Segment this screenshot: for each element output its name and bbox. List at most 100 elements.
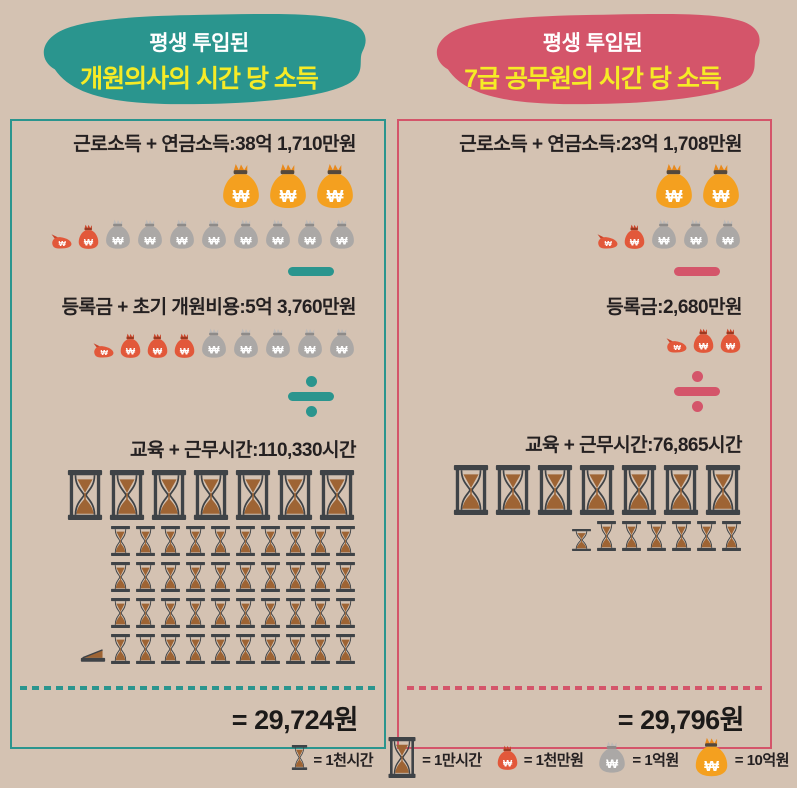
money-bag-red-icon: ₩ <box>120 333 141 358</box>
money-bag-gray-icon: ₩ <box>202 219 226 249</box>
hourglass-small-icon <box>261 561 280 592</box>
hourglass-row <box>12 597 384 628</box>
hourglass-flattened-icon <box>80 648 106 662</box>
legend-label: = 1억원 <box>632 752 679 769</box>
hourglass-row <box>12 561 384 592</box>
hourglass-small-icon <box>136 561 155 592</box>
svg-text:₩: ₩ <box>240 343 252 356</box>
svg-text:₩: ₩ <box>180 346 190 357</box>
cost-bags-row: ₩ ₩ ₩ ₩ ₩ ₩ ₩ ₩ ₩ <box>12 328 384 359</box>
hourglass-large-icon <box>67 469 103 520</box>
money-bag-gray-icon: ₩ <box>330 328 354 358</box>
money-bag-gray-icon: ₩ <box>138 219 162 249</box>
hourglass-large-icon <box>453 464 489 515</box>
hourglass-small-icon <box>111 597 130 628</box>
hourglass-large-icon <box>537 464 573 515</box>
hourglass-large-icon <box>621 464 657 515</box>
legend-item: ₩ = 10억원 <box>693 737 790 782</box>
legend: = 1천시간 = 1만시간 ₩ = 1천만원 ₩ = 1억원 ₩ = 10억원 <box>291 737 790 782</box>
hourglass-large-icon <box>193 469 229 520</box>
header-line1: 평생 투입된 <box>542 31 643 55</box>
minus-icon <box>288 266 334 276</box>
hourglass-small-icon <box>722 520 741 551</box>
hours-small-hourglass-rows <box>12 525 384 664</box>
divide-icon <box>288 375 334 417</box>
hourglass-small-icon <box>261 525 280 556</box>
hourglass-small-icon <box>622 520 641 551</box>
money-bag-red-icon: ₩ <box>624 224 645 249</box>
header-line1: 평생 투입된 <box>149 31 249 55</box>
svg-text:₩: ₩ <box>699 341 709 352</box>
legend-icon <box>291 745 308 774</box>
money-bag-orange-icon: ₩ <box>695 737 728 777</box>
hourglass-small-icon <box>186 597 205 628</box>
svg-text:₩: ₩ <box>272 343 284 356</box>
svg-text:₩: ₩ <box>666 186 683 206</box>
legend-label: = 1천만원 <box>523 752 584 769</box>
income-big-bags-row: ₩ ₩ <box>399 163 770 210</box>
minus-icon <box>674 266 720 276</box>
hourglass-small-icon <box>211 561 230 592</box>
header-line2: 개원의사의 시간 당 소득 <box>80 64 319 93</box>
panel-civil-servant-box: 근로소득 + 연금소득:23억 1,708만원 ₩ ₩ ₩ ₩ ₩ ₩ ₩ 등록금:2,6… <box>397 119 772 749</box>
dotted-divider <box>407 686 762 690</box>
hourglass-small-icon <box>186 525 205 556</box>
hourglass-row <box>12 525 384 556</box>
hourglass-small-icon <box>311 561 330 592</box>
money-bag-red-lying-icon: ₩ <box>666 337 687 353</box>
svg-text:₩: ₩ <box>59 239 67 248</box>
hours-label: 교육 + 근무시간:76,865시간 <box>525 434 742 456</box>
panel-civil-servant: 평생 투입된 7급 공무원의 시간 당 소득 근로소득 + 연금소득:23억 1… <box>397 8 772 749</box>
money-bag-gray-icon: ₩ <box>652 219 676 249</box>
hourglass-small-icon <box>336 633 355 664</box>
money-bag-orange-icon: ₩ <box>656 163 692 208</box>
money-bag-red-icon: ₩ <box>497 745 518 770</box>
money-bag-gray-icon: ₩ <box>599 741 626 773</box>
money-bag-red-lying-icon: ₩ <box>51 234 72 249</box>
cost-label: 등록금 + 초기 개원비용:5억 3,760만원 <box>61 296 357 318</box>
svg-text:₩: ₩ <box>280 186 297 206</box>
brush-stroke-shape <box>436 13 760 105</box>
legend-item: ₩ = 1천만원 <box>496 745 584 775</box>
hourglass-large-icon <box>495 464 531 515</box>
money-bag-orange-icon: ₩ <box>703 163 739 208</box>
svg-text:₩: ₩ <box>233 186 250 206</box>
hourglass-small-icon <box>311 633 330 664</box>
hourglass-small-icon <box>161 561 180 592</box>
legend-icon: ₩ <box>693 737 730 782</box>
svg-text:₩: ₩ <box>176 235 188 248</box>
hours-big-hourglass-row <box>399 464 770 515</box>
hourglass-small-icon <box>111 525 130 556</box>
hourglass-small-icon <box>292 745 308 770</box>
money-bag-red-icon: ₩ <box>720 328 741 353</box>
svg-text:₩: ₩ <box>704 758 719 775</box>
hourglass-small-icon <box>186 561 205 592</box>
legend-item: = 1만시간 <box>387 737 482 782</box>
income-small-bags-row: ₩ ₩ ₩ ₩ ₩ ₩ ₩ ₩ ₩ ₩ <box>12 219 384 250</box>
legend-item: ₩ = 1억원 <box>597 741 679 778</box>
money-bag-orange-icon: ₩ <box>270 163 306 208</box>
result-value: = 29,796원 <box>617 705 745 735</box>
svg-text:₩: ₩ <box>607 758 619 772</box>
panel-doctor: 평생 투입된 개원의사의 시간 당 소득 근로소득 + 연금소득:38억 1,7… <box>10 8 386 749</box>
svg-text:₩: ₩ <box>153 346 163 357</box>
panel-doctor-header: 평생 투입된 개원의사의 시간 당 소득 <box>26 8 372 111</box>
hourglass-small-icon <box>111 561 130 592</box>
hourglass-small-icon <box>161 597 180 628</box>
svg-text:₩: ₩ <box>304 235 316 248</box>
hourglass-small-icon <box>136 525 155 556</box>
hourglass-large-icon <box>319 469 355 520</box>
svg-text:₩: ₩ <box>144 235 156 248</box>
svg-text:₩: ₩ <box>674 343 682 352</box>
result-value: = 29,724원 <box>231 705 359 735</box>
header-line2: 7급 공무원의 시간 당 소득 <box>464 64 722 93</box>
hourglass-small-icon <box>211 525 230 556</box>
money-bag-red-lying-icon: ₩ <box>597 234 618 249</box>
svg-text:₩: ₩ <box>605 239 613 248</box>
hourglass-large-icon <box>705 464 741 515</box>
hourglass-small-icon <box>211 597 230 628</box>
svg-text:₩: ₩ <box>503 758 513 769</box>
hourglass-small-icon <box>286 597 305 628</box>
svg-text:₩: ₩ <box>101 348 109 357</box>
